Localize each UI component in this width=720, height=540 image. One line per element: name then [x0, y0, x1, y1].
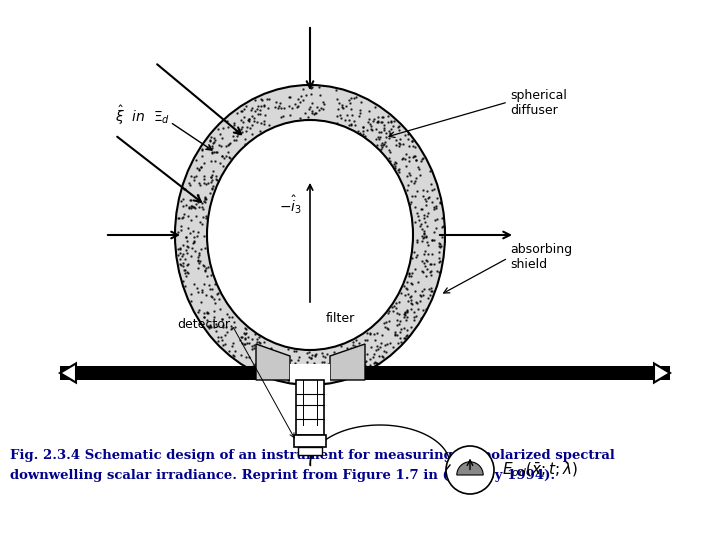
Bar — [296, 380, 324, 435]
Wedge shape — [456, 462, 483, 475]
Polygon shape — [256, 344, 290, 380]
Text: downwelling scalar irradiance. Reprint from Figure 1.7 in (Mobley 1994).: downwelling scalar irradiance. Reprint f… — [10, 469, 555, 482]
Bar — [290, 364, 330, 382]
Text: absorbing: absorbing — [510, 244, 572, 256]
Text: shield: shield — [510, 259, 547, 272]
Bar — [60, 366, 670, 380]
Text: detector: detector — [177, 319, 230, 332]
Polygon shape — [654, 363, 670, 383]
Text: $-\hat{i}_3$: $-\hat{i}_3$ — [279, 194, 302, 217]
Bar — [294, 435, 326, 447]
Text: $\hat{\xi}$  in  $\Xi_d$: $\hat{\xi}$ in $\Xi_d$ — [115, 103, 170, 126]
Text: filter: filter — [326, 312, 355, 325]
Text: diffuser: diffuser — [510, 104, 558, 117]
Text: Fig. 2.3.4 Schematic design of an instrument for measuring un-polarized spectral: Fig. 2.3.4 Schematic design of an instru… — [10, 449, 615, 462]
Bar — [298, 447, 322, 455]
Polygon shape — [330, 344, 365, 380]
Text: spherical: spherical — [510, 89, 567, 102]
Ellipse shape — [446, 446, 494, 494]
Ellipse shape — [175, 85, 445, 385]
Polygon shape — [60, 363, 76, 383]
Text: $E_{od}(\bar{x};t;\lambda)$: $E_{od}(\bar{x};t;\lambda)$ — [502, 461, 578, 480]
Ellipse shape — [207, 120, 413, 350]
